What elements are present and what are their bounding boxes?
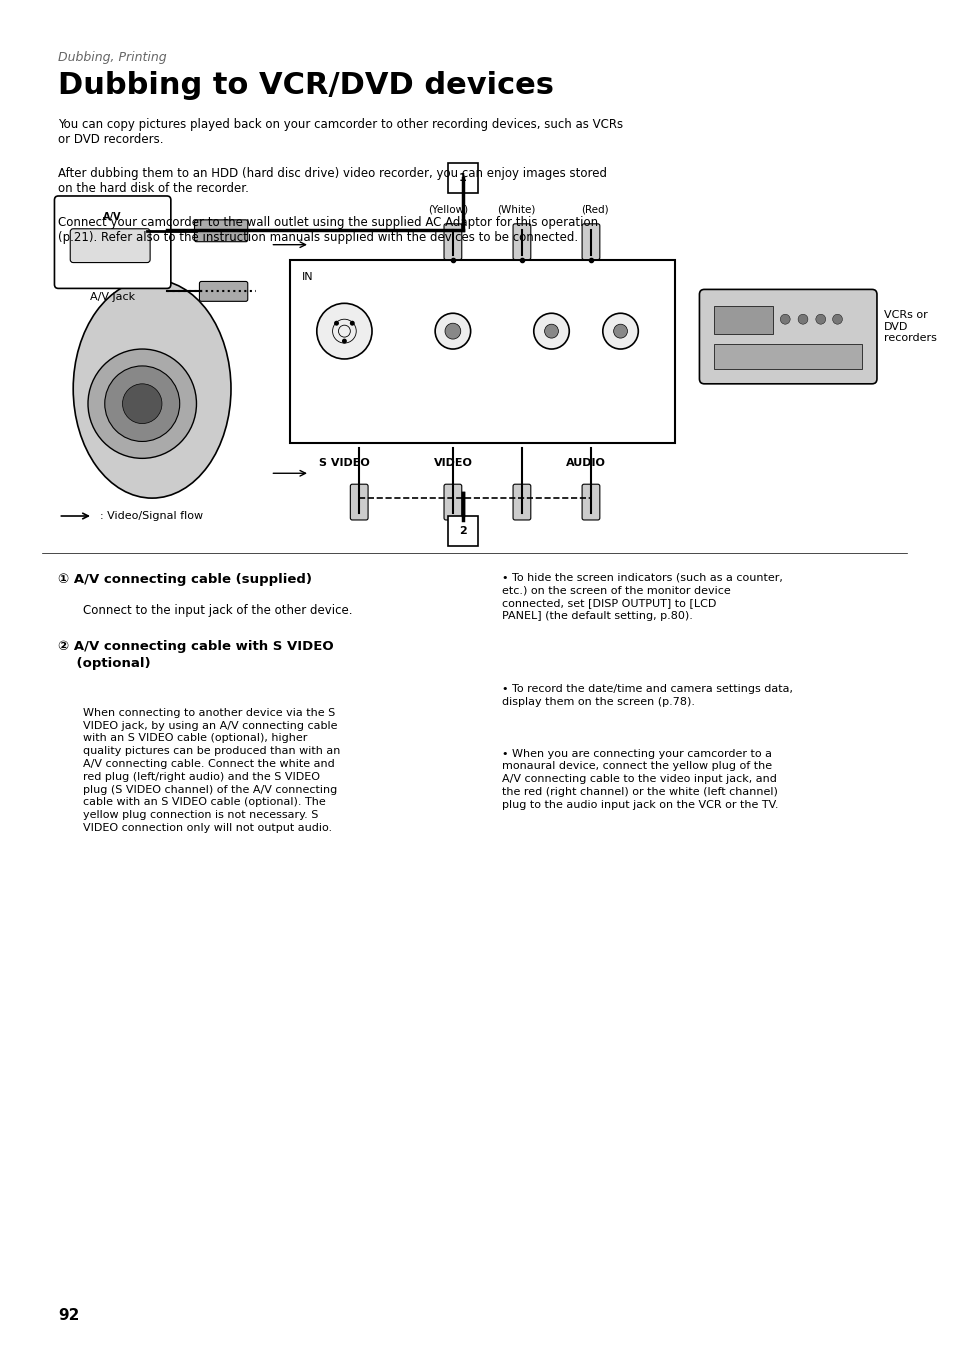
Circle shape <box>780 315 789 324</box>
Text: Connect your camcorder to the wall outlet using the supplied AC Adaptor for this: Connect your camcorder to the wall outle… <box>58 216 598 244</box>
Circle shape <box>435 313 470 349</box>
Text: Connect to the input jack of the other device.: Connect to the input jack of the other d… <box>83 604 353 617</box>
FancyBboxPatch shape <box>513 224 530 259</box>
Text: VIDEO: VIDEO <box>433 459 472 468</box>
Circle shape <box>444 323 460 339</box>
Bar <box>714 345 862 369</box>
FancyBboxPatch shape <box>513 484 530 520</box>
FancyBboxPatch shape <box>194 220 248 242</box>
Circle shape <box>105 366 179 441</box>
Bar <box>714 307 773 334</box>
Ellipse shape <box>73 280 231 498</box>
Text: (White): (White) <box>497 205 535 214</box>
Text: A/V: A/V <box>103 212 122 223</box>
Circle shape <box>88 349 196 459</box>
Text: S VIDEO: S VIDEO <box>318 459 370 468</box>
Text: You can copy pictures played back on your camcorder to other recording devices, : You can copy pictures played back on you… <box>58 118 623 147</box>
Circle shape <box>533 313 569 349</box>
Circle shape <box>602 313 638 349</box>
Text: 1: 1 <box>458 174 466 183</box>
FancyBboxPatch shape <box>448 163 477 193</box>
Circle shape <box>341 339 347 343</box>
Text: ② A/V connecting cable with S VIDEO
    (optional): ② A/V connecting cable with S VIDEO (opt… <box>58 641 334 670</box>
Text: 92: 92 <box>58 1308 80 1323</box>
FancyBboxPatch shape <box>581 484 599 520</box>
Text: Dubbing, Printing: Dubbing, Printing <box>58 50 167 64</box>
Text: When connecting to another device via the S
VIDEO jack, by using an A/V connecti: When connecting to another device via th… <box>83 708 340 833</box>
FancyBboxPatch shape <box>199 281 248 301</box>
Text: • To hide the screen indicators (such as a counter,
etc.) on the screen of the m: • To hide the screen indicators (such as… <box>501 573 782 622</box>
FancyBboxPatch shape <box>581 224 599 259</box>
Circle shape <box>832 315 841 324</box>
Text: After dubbing them to an HDD (hard disc drive) video recorder, you can enjoy ima: After dubbing them to an HDD (hard disc … <box>58 167 607 195</box>
FancyBboxPatch shape <box>71 229 150 262</box>
FancyBboxPatch shape <box>443 224 461 259</box>
Circle shape <box>316 304 372 360</box>
Text: • To record the date/time and camera settings data,
display them on the screen (: • To record the date/time and camera set… <box>501 684 792 707</box>
Text: AUDIO: AUDIO <box>565 459 605 468</box>
Bar <box>290 259 674 444</box>
Circle shape <box>613 324 627 338</box>
FancyBboxPatch shape <box>448 516 477 546</box>
Text: : Video/Signal flow: : Video/Signal flow <box>100 512 203 521</box>
Text: (Red): (Red) <box>580 205 608 214</box>
Text: • When you are connecting your camcorder to a
monaural device, connect the yello: • When you are connecting your camcorder… <box>501 749 778 810</box>
Text: Dubbing to VCR/DVD devices: Dubbing to VCR/DVD devices <box>58 71 554 100</box>
Text: A/V jack: A/V jack <box>90 292 135 303</box>
Circle shape <box>122 384 162 423</box>
Circle shape <box>334 320 338 326</box>
Circle shape <box>544 324 558 338</box>
FancyBboxPatch shape <box>54 195 171 289</box>
Circle shape <box>350 320 355 326</box>
Text: VCRs or
DVD
recorders: VCRs or DVD recorders <box>882 309 936 343</box>
Text: 2: 2 <box>458 527 466 536</box>
Text: IN: IN <box>302 271 314 281</box>
FancyBboxPatch shape <box>350 484 368 520</box>
FancyBboxPatch shape <box>699 289 876 384</box>
Circle shape <box>815 315 824 324</box>
FancyBboxPatch shape <box>443 484 461 520</box>
Text: ① A/V connecting cable (supplied): ① A/V connecting cable (supplied) <box>58 573 312 586</box>
Text: (Yellow): (Yellow) <box>428 205 468 214</box>
Circle shape <box>798 315 807 324</box>
